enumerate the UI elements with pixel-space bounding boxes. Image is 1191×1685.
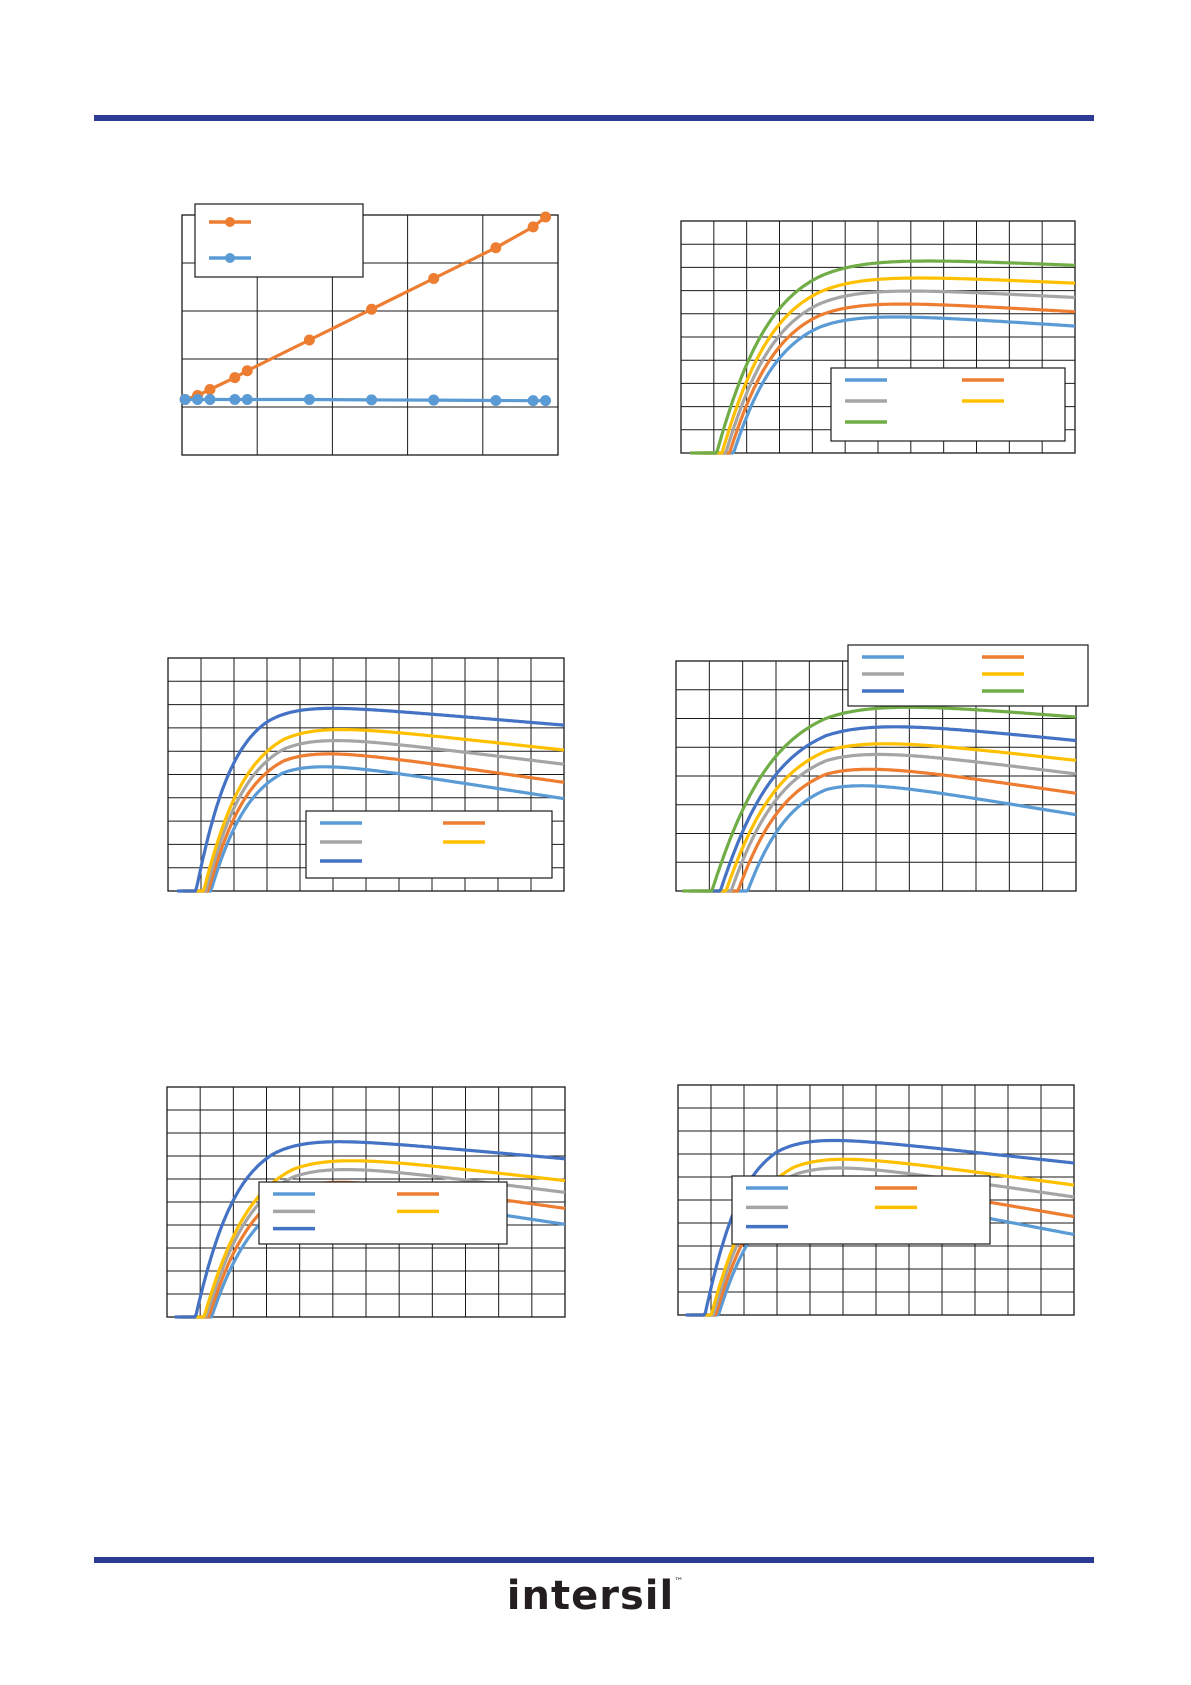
legend [847, 644, 1089, 707]
legend-marker [225, 217, 235, 227]
logo-tm: ™ [674, 1577, 685, 1587]
series-line [694, 742, 1077, 893]
series-1 [705, 315, 1076, 455]
series-5 [690, 259, 1076, 455]
series-line [180, 728, 565, 893]
series-6 [682, 705, 1077, 893]
series-4 [694, 276, 1076, 455]
series-line [183, 752, 565, 893]
series-line [177, 1159, 566, 1319]
data-point [179, 393, 191, 405]
series-line [174, 1140, 566, 1319]
series-line [694, 276, 1076, 455]
legend-box [305, 810, 553, 879]
data-point [303, 393, 315, 405]
series-4 [177, 1159, 566, 1319]
series-2 [179, 393, 552, 407]
chart-output-current [179, 203, 559, 456]
series-5 [689, 725, 1077, 893]
series-line [682, 705, 1077, 893]
data-point [303, 334, 315, 346]
chart-efficiency-top-right [680, 220, 1076, 455]
legend-item-2 [209, 253, 251, 263]
data-point [366, 394, 378, 406]
chart-efficiency-middle-right [675, 644, 1089, 893]
series-line [700, 752, 1077, 893]
chart-efficiency-bottom-right [677, 1084, 1075, 1317]
series-line [717, 784, 1077, 893]
series-line [689, 725, 1077, 893]
legend [258, 1181, 508, 1245]
series-3 [700, 752, 1077, 893]
data-point [241, 365, 253, 377]
series-4 [694, 742, 1077, 893]
data-point [527, 221, 539, 233]
logo-text: intersil [506, 1573, 675, 1619]
series-line [705, 315, 1076, 455]
data-point [428, 272, 440, 284]
data-point [366, 303, 378, 315]
data-point [490, 394, 502, 406]
series-5 [177, 706, 565, 893]
data-point [192, 393, 204, 405]
legend-box [194, 203, 364, 278]
series-2 [702, 302, 1076, 455]
data-point [428, 394, 440, 406]
data-point [204, 393, 216, 405]
series-2 [183, 752, 565, 893]
data-point [527, 395, 539, 407]
data-point [540, 211, 552, 223]
series-5 [174, 1140, 566, 1319]
series-line [697, 289, 1076, 455]
legend [830, 367, 1066, 442]
series-line [706, 767, 1077, 893]
series-line [690, 259, 1076, 455]
legend [194, 203, 364, 278]
data-point [204, 384, 216, 396]
series-3 [181, 739, 565, 893]
intersil-logo: intersil™ [0, 1573, 1191, 1619]
series-4 [180, 728, 565, 893]
header-rule [94, 115, 1094, 121]
data-point [490, 242, 502, 254]
series-line [181, 739, 565, 893]
series-2 [706, 767, 1077, 893]
series-line [177, 706, 565, 893]
legend [305, 810, 553, 879]
legend-marker [225, 253, 235, 263]
data-point [229, 372, 241, 384]
series-line [184, 765, 565, 893]
data-point [540, 395, 552, 407]
series-1 [184, 765, 565, 893]
data-point [229, 393, 241, 405]
chart-efficiency-bottom-left [166, 1086, 566, 1319]
footer-rule [94, 1557, 1094, 1563]
series-line [702, 302, 1076, 455]
legend-box [731, 1175, 991, 1245]
legend [731, 1175, 991, 1245]
data-point [241, 393, 253, 405]
legend-item-1 [209, 217, 251, 227]
series-3 [697, 289, 1076, 455]
chart-efficiency-middle-left [167, 657, 565, 893]
series-1 [717, 784, 1077, 893]
